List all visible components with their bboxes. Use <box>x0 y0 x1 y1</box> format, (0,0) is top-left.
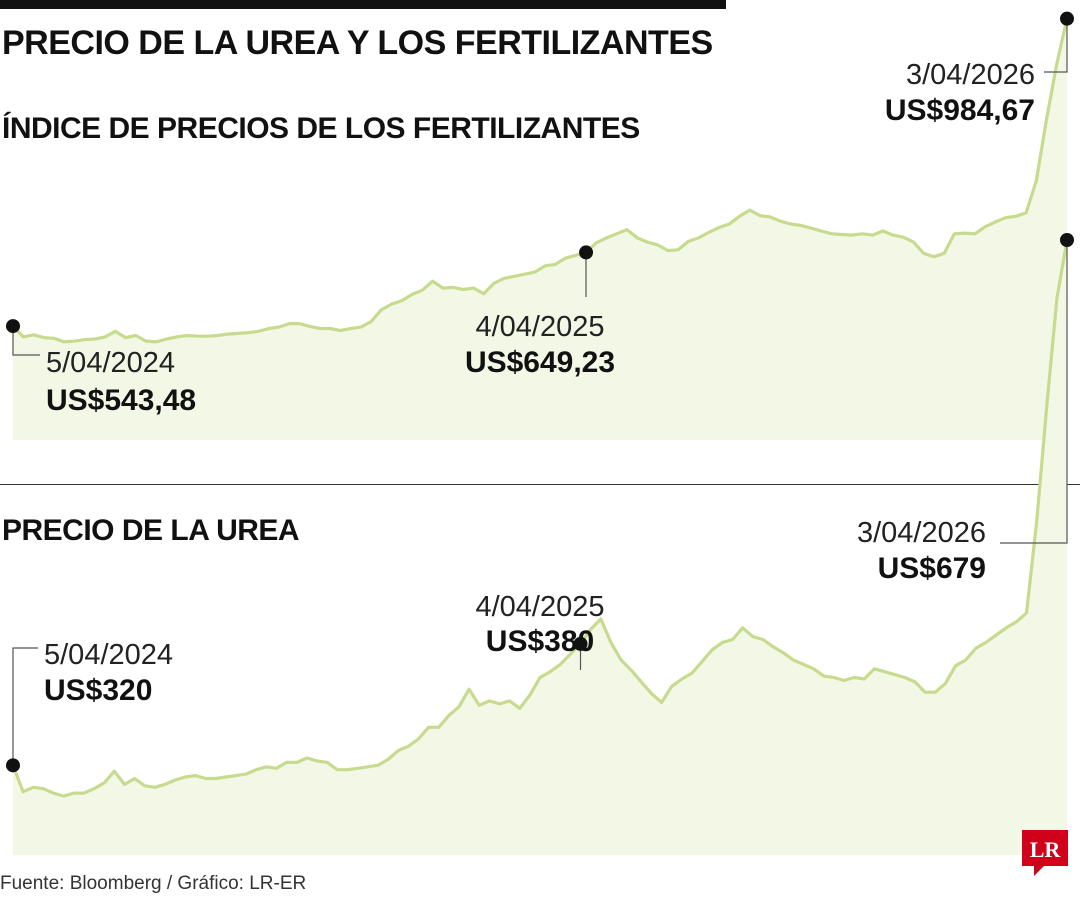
chart1-title: ÍNDICE DE PRECIOS DE LOS FERTILIZANTES <box>2 112 640 145</box>
data-point-marker <box>579 245 594 260</box>
annotation-value: US$543,48 <box>46 384 196 417</box>
data-point-marker <box>6 319 20 334</box>
data-point-marker <box>6 758 20 773</box>
data-point-marker <box>573 636 588 651</box>
series-area <box>13 18 1067 440</box>
annotation-value: US$984,67 <box>885 94 1035 127</box>
series-line <box>11 239 1069 798</box>
annotation-date: 5/04/2024 <box>44 639 173 671</box>
top-rule <box>0 0 726 9</box>
annotation-date: 5/04/2024 <box>46 347 175 379</box>
annotation-leader <box>12 647 38 766</box>
logo-text: LR <box>1030 837 1062 862</box>
series-line <box>11 18 1069 344</box>
series-area <box>13 240 1067 855</box>
annotation-value: US$649,23 <box>465 346 615 379</box>
logo-shape <box>1022 830 1068 876</box>
annotation-date: 4/04/2025 <box>475 311 604 343</box>
annotation-leader <box>12 326 40 356</box>
annotation-value: US$380 <box>486 625 594 658</box>
annotation-date: 3/04/2026 <box>906 59 1035 91</box>
urea-price-chart: 5/04/2024US$3204/04/2025US$3803/04/2026U… <box>6 232 1074 855</box>
annotation-date: 4/04/2025 <box>475 591 604 623</box>
chart2-title: PRECIO DE LA UREA <box>2 514 300 547</box>
source-footer: Fuente: Bloomberg / Gráfico: LR-ER <box>0 873 307 894</box>
data-point-marker <box>1060 232 1074 247</box>
main-title: PRECIO DE LA UREA Y LOS FERTILIZANTES <box>2 24 713 62</box>
annotation-date: 3/04/2026 <box>857 517 986 549</box>
annotation-leader <box>1000 240 1068 544</box>
annotation-leader <box>1044 18 1068 73</box>
data-point-marker <box>1060 11 1074 26</box>
section-divider <box>0 484 1080 485</box>
annotation-value: US$679 <box>878 552 986 585</box>
annotation-value: US$320 <box>44 674 152 707</box>
lr-logo: LR <box>1022 830 1068 876</box>
